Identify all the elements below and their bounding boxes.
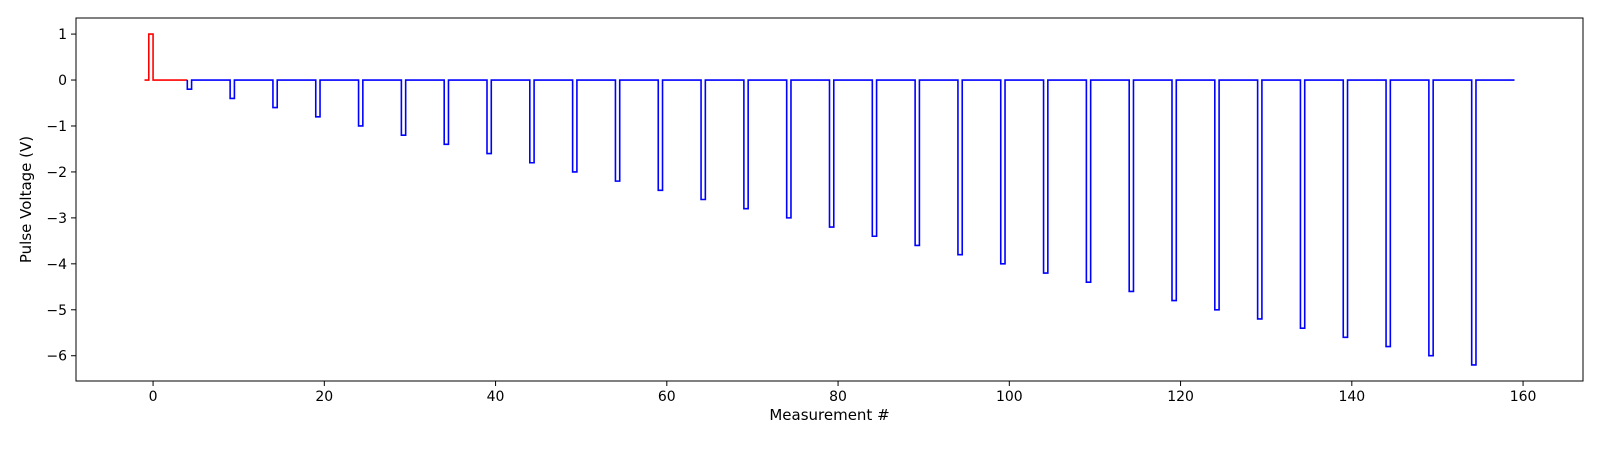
x-tick-label: 20	[315, 389, 333, 405]
x-tick-label: 80	[829, 389, 847, 405]
y-tick-label: −6	[46, 349, 67, 365]
y-tick-label: −5	[46, 303, 67, 319]
x-tick-label: 100	[996, 389, 1023, 405]
y-tick-label: −2	[46, 165, 67, 181]
x-tick-label: 120	[1167, 389, 1194, 405]
x-tick-label: 40	[487, 389, 505, 405]
y-axis-ticks: 1 0 −1 −2 −3 −4 −5 −6	[46, 27, 76, 365]
series-layer	[144, 33, 1515, 366]
x-tick-label: 160	[1510, 389, 1537, 405]
x-tick-label: 0	[149, 389, 158, 405]
series-line-1	[144, 33, 188, 81]
y-tick-label: 1	[58, 27, 67, 43]
y-tick-label: 0	[58, 73, 67, 89]
y-tick-label: −1	[46, 119, 67, 135]
y-tick-label: −4	[46, 257, 67, 273]
y-axis-label: Pulse Voltage (V)	[17, 136, 35, 263]
x-tick-label: 140	[1338, 389, 1365, 405]
x-tick-label: 60	[658, 389, 676, 405]
x-axis-ticks: 0 20 40 60 80 100 120 140 160	[149, 381, 1537, 405]
series-line-2	[186, 79, 1515, 366]
x-axis-label: Measurement #	[769, 406, 889, 424]
y-tick-label: −3	[46, 211, 67, 227]
plot-frame	[75, 17, 1584, 382]
